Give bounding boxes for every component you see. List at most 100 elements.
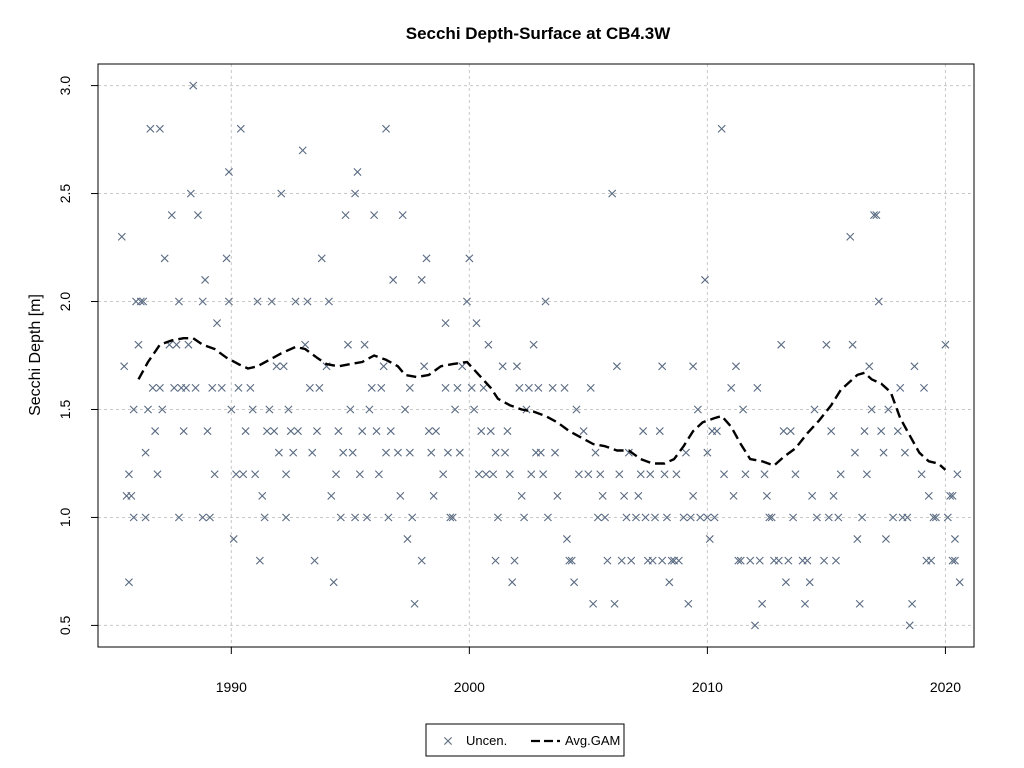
data-point-uncen [746,556,755,565]
data-point-uncen [927,556,936,565]
y-axis-label: Secchi Depth [m] [27,294,44,416]
data-point-uncen [439,470,448,479]
data-point-uncen [586,383,595,392]
data-point-uncen [720,470,729,479]
data-point-uncen [689,491,698,500]
data-point-uncen [850,448,859,457]
data-point-uncen [712,427,721,436]
data-point-uncen [410,599,419,608]
data-point-uncen [308,448,317,457]
data-point-uncen [867,405,876,414]
data-point-uncen [484,340,493,349]
data-point-uncen [881,535,890,544]
data-point-uncen [289,448,298,457]
data-point-uncen [603,556,612,565]
legend-label-uncen: Uncen. [466,733,507,748]
data-point-uncen [562,535,571,544]
data-point-uncen [612,362,621,371]
data-point-uncen [622,513,631,522]
data-point-uncen [777,340,786,349]
data-point-uncen [170,383,179,392]
data-point-uncen [374,470,383,479]
data-point-uncen [910,362,919,371]
y-tick-label: 2.5 [57,184,73,204]
y-tick-label: 1.5 [57,400,73,420]
data-point-uncen [729,491,738,500]
data-point-uncen [127,491,136,500]
data-point-uncen [184,340,193,349]
data-point-uncen [805,578,814,587]
data-point-uncen [593,513,602,522]
data-point-uncen [405,383,414,392]
data-point-uncen [627,556,636,565]
data-point-uncen [860,427,869,436]
data-point-uncen [158,405,167,414]
data-point-uncen [232,470,241,479]
data-point-uncen [517,491,526,500]
data-point-uncen [441,319,450,328]
data-point-uncen [696,513,705,522]
data-point-uncen [781,578,790,587]
data-point-uncen [146,124,155,133]
data-point-uncen [234,383,243,392]
data-point-uncen [734,556,743,565]
data-point-uncen [467,383,476,392]
data-point-uncen [774,556,783,565]
data-point-uncen [710,513,719,522]
data-point-uncen [681,448,690,457]
data-point-uncen [508,578,517,587]
data-point-uncen [201,275,210,284]
data-point-uncen [291,297,300,306]
data-point-uncen [572,405,581,414]
data-point-uncen [491,556,500,565]
data-point-uncen [896,383,905,392]
data-point-uncen [848,340,857,349]
data-point-uncen [631,513,640,522]
data-point-uncen [282,513,291,522]
data-point-uncen [153,470,162,479]
legend: Uncen. Avg.GAM [425,723,625,757]
data-point-uncen [253,297,262,306]
data-point-uncen [303,297,312,306]
data-point-uncen [377,383,386,392]
data-point-uncen [920,383,928,392]
data-point-uncen [174,513,183,522]
data-point-uncen [458,362,467,371]
data-point-uncen [758,599,767,608]
data-point-uncen [263,427,271,436]
data-point-uncen [943,513,952,522]
data-point-uncen [865,362,874,371]
data-point-uncen [427,448,436,457]
data-point-uncen [441,383,450,392]
data-point-uncen [367,383,376,392]
data-point-uncen [510,556,519,565]
data-point-uncen [524,383,533,392]
data-point-uncen [172,340,181,349]
data-point-uncen [205,513,214,522]
data-point-uncen [332,470,341,479]
data-point-uncen [227,405,236,414]
data-point-uncen [543,513,552,522]
data-point-uncen [648,556,657,565]
data-point-uncen [120,362,129,371]
data-point-uncen [548,383,557,392]
data-point-uncen [703,513,712,522]
data-point-uncen [274,448,283,457]
data-point-uncen [651,513,660,522]
data-point-uncen [560,383,569,392]
gam-curve-line [137,337,947,471]
data-point-uncen [846,232,855,241]
data-point-uncen [341,211,350,220]
data-point-uncen [167,211,176,220]
data-point-uncen [801,599,809,608]
data-point-uncen [327,491,336,500]
data-point-uncen [760,470,769,479]
data-point-uncen [617,556,626,565]
data-point-uncen [396,491,405,500]
data-point-uncen [953,470,962,479]
data-point-uncen [224,167,233,176]
data-point-uncen [179,427,188,436]
data-point-uncen [596,470,605,479]
data-point-uncen [903,513,912,522]
data-point-uncen [893,427,902,436]
